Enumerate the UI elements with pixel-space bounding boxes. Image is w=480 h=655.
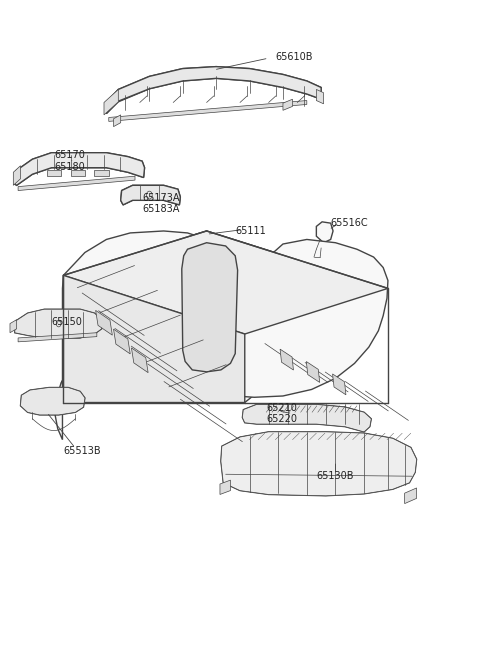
Polygon shape [242,404,371,432]
Polygon shape [21,388,85,415]
Polygon shape [15,153,144,185]
Polygon shape [405,488,417,504]
Polygon shape [107,67,321,113]
Polygon shape [114,115,120,126]
Polygon shape [10,320,17,333]
Text: 65170
65180: 65170 65180 [54,151,85,172]
Polygon shape [21,388,85,415]
Polygon shape [316,90,324,103]
Text: 65150: 65150 [51,317,83,328]
Text: 65610B: 65610B [276,52,313,62]
Text: 65210
65220: 65210 65220 [266,403,297,424]
Polygon shape [13,166,21,185]
Polygon shape [96,310,112,335]
Polygon shape [15,309,102,338]
Polygon shape [107,67,321,113]
Polygon shape [47,170,61,176]
Text: 65173A
65183A: 65173A 65183A [142,193,180,214]
Polygon shape [280,349,293,370]
Polygon shape [63,231,388,403]
Polygon shape [104,90,118,115]
Text: 65516C: 65516C [331,218,368,228]
Polygon shape [221,432,417,496]
Polygon shape [55,231,388,440]
Polygon shape [283,99,292,110]
Polygon shape [242,404,371,432]
Polygon shape [15,309,102,338]
Polygon shape [120,185,180,205]
Text: 65111: 65111 [235,226,266,236]
Polygon shape [18,333,97,342]
Polygon shape [114,329,130,354]
Polygon shape [71,170,85,176]
Polygon shape [333,374,346,395]
Polygon shape [63,231,388,334]
Polygon shape [306,362,320,383]
Polygon shape [15,153,144,185]
Polygon shape [220,480,230,495]
Polygon shape [132,348,148,373]
Text: 65513B: 65513B [63,447,101,457]
Polygon shape [221,432,417,496]
Polygon shape [95,170,109,176]
Polygon shape [182,243,238,372]
Text: 65130B: 65130B [316,471,354,481]
Polygon shape [120,185,180,205]
Polygon shape [316,222,333,243]
Polygon shape [18,176,135,191]
Polygon shape [63,275,245,403]
Polygon shape [109,100,307,121]
